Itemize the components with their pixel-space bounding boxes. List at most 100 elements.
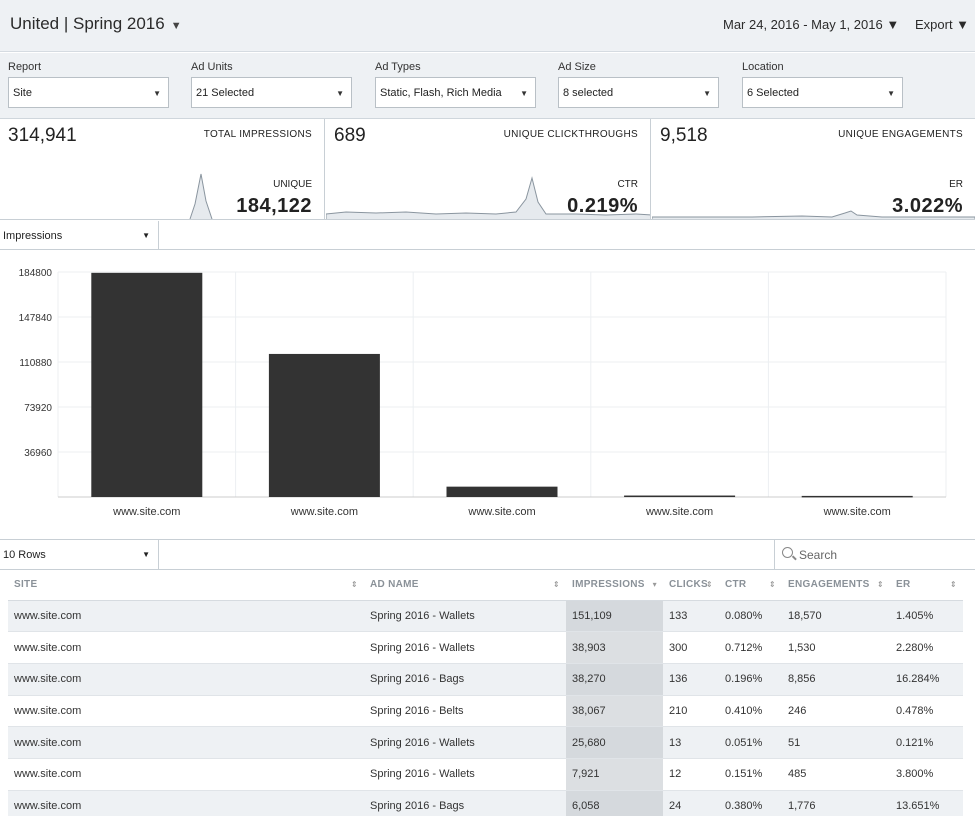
cell-site: www.site.com [8, 631, 364, 664]
select-value: Static, Flash, Rich Media [380, 87, 502, 99]
col-header-ctr[interactable]: CTR ⇕ [719, 570, 782, 601]
cell-clicks: 136 [663, 663, 719, 696]
rows-per-page-select[interactable]: 10 Rows ▼ [0, 540, 159, 569]
sparkline [326, 176, 650, 219]
table-toolbar: 10 Rows ▼ [0, 539, 975, 570]
cell-site: www.site.com [8, 663, 364, 696]
table-row[interactable]: www.site.com Spring 2016 - Wallets 25,680 1… [8, 726, 963, 759]
metric-select[interactable]: Impressions ▼ [0, 221, 159, 250]
cell-clicks: 210 [663, 695, 719, 728]
col-header-impressions[interactable]: IMPRESSIONS ▾ [566, 570, 663, 601]
col-header-er[interactable]: ER ⇕ [890, 570, 963, 601]
campaign-title: United | Spring 2016 [10, 14, 165, 33]
sort-icon: ⇕ [705, 580, 713, 589]
cell-er: 1.405% [890, 600, 963, 633]
chart-toolbar: Impressions ▼ [0, 221, 975, 250]
cell-clicks: 12 [663, 758, 719, 791]
select-value: 21 Selected [196, 87, 255, 99]
bar [446, 486, 558, 497]
cell-impressions: 38,067 [566, 695, 663, 728]
cell-engagements: 1,530 [782, 631, 890, 664]
location-select[interactable]: 6 Selected ▼ [742, 77, 903, 108]
cell-engagements: 8,856 [782, 663, 890, 696]
cell-impressions: 38,903 [566, 631, 663, 664]
cell-ad-name: Spring 2016 - Bags [364, 790, 566, 816]
select-value: 10 Rows [3, 549, 46, 561]
filter-label: Ad Size [558, 61, 596, 73]
table-row[interactable]: www.site.com Spring 2016 - Belts 38,067 210… [8, 695, 963, 728]
sort-icon: ⇕ [552, 580, 560, 589]
select-value: Site [13, 87, 32, 99]
sort-icon: ⇕ [876, 580, 884, 589]
sort-icon: ⇕ [350, 580, 358, 589]
kpi-sub-label: UNIQUE [273, 179, 312, 190]
kpi-sub-value: 0.219% [567, 195, 638, 217]
table-row[interactable]: www.site.com Spring 2016 - Bags 38,270 136 0… [8, 663, 963, 696]
col-header-site[interactable]: SITE ⇕ [8, 570, 364, 601]
cell-site: www.site.com [8, 758, 364, 791]
filter-label: Ad Types [375, 61, 421, 73]
cell-er: 16.284% [890, 663, 963, 696]
search-input[interactable] [799, 546, 964, 564]
col-label: SITE [14, 579, 38, 591]
cell-site: www.site.com [8, 695, 364, 728]
table-row[interactable]: www.site.com Spring 2016 - Wallets 38,903 3… [8, 631, 963, 664]
col-label: ER [896, 579, 911, 591]
filter-bar: Report Site ▼ Ad Units 21 Selected ▼ Ad Ty… [0, 53, 975, 119]
ad-size-select[interactable]: 8 selected ▼ [558, 77, 719, 108]
chevron-down-icon: ▼ [887, 89, 895, 98]
cell-site: www.site.com [8, 600, 364, 633]
cell-er: 2.280% [890, 631, 963, 664]
data-table: SITE ⇕ AD NAME ⇕ IMPRESSIONS ▾ CLICKS ⇕ CTR ⇕… [8, 570, 963, 816]
cell-impressions: 7,921 [566, 758, 663, 791]
cell-ctr: 0.151% [719, 758, 782, 791]
search-box [774, 540, 975, 569]
top-bar: United | Spring 2016 ▼ Mar 24, 2016 - May… [0, 0, 975, 52]
table-row[interactable]: www.site.com Spring 2016 - Wallets 151,109… [8, 600, 963, 633]
export-button[interactable]: Export ▼ [915, 17, 970, 32]
cell-engagements: 485 [782, 758, 890, 791]
col-header-ad-name[interactable]: AD NAME ⇕ [364, 570, 566, 601]
kpi-title: UNIQUE CLICKTHROUGHS [503, 129, 638, 140]
filter-ad-types: Ad Types Static, Flash, Rich Media ▼ [375, 61, 536, 108]
campaign-selector[interactable]: United | Spring 2016 ▼ [10, 14, 182, 34]
cell-engagements: 18,570 [782, 600, 890, 633]
bar [268, 353, 380, 497]
kpi-value: 689 [334, 125, 366, 146]
select-value: Impressions [3, 230, 63, 242]
cell-site: www.site.com [8, 726, 364, 759]
cell-ctr: 0.712% [719, 631, 782, 664]
cell-ctr: 0.051% [719, 726, 782, 759]
x-tick-label: www.site.com [290, 506, 358, 518]
cell-clicks: 133 [663, 600, 719, 633]
chevron-down-icon: ▼ [336, 89, 344, 98]
kpi-title: UNIQUE ENGAGEMENTS [838, 129, 963, 140]
report-select[interactable]: Site ▼ [8, 77, 169, 108]
cell-ad-name: Spring 2016 - Bags [364, 663, 566, 696]
ad-units-select[interactable]: 21 Selected ▼ [191, 77, 352, 108]
kpi-impressions[interactable]: 314,941 TOTAL IMPRESSIONS UNIQUE 184,122 [0, 119, 325, 219]
table-header-row: SITE ⇕ AD NAME ⇕ IMPRESSIONS ▾ CLICKS ⇕ CTR ⇕… [8, 570, 963, 601]
cell-engagements: 246 [782, 695, 890, 728]
table-row[interactable]: www.site.com Spring 2016 - Wallets 7,921 12… [8, 758, 963, 791]
select-value: 6 Selected [747, 87, 799, 99]
ad-types-select[interactable]: Static, Flash, Rich Media ▼ [375, 77, 536, 108]
kpi-title: TOTAL IMPRESSIONS [203, 129, 312, 140]
sort-icon: ⇕ [768, 580, 776, 589]
y-tick-label: 184800 [19, 268, 53, 279]
cell-clicks: 13 [663, 726, 719, 759]
col-label: IMPRESSIONS [572, 579, 645, 591]
search-icon [782, 547, 793, 558]
kpi-clickthroughs[interactable]: 689 UNIQUE CLICKTHROUGHS CTR 0.219% [326, 119, 651, 219]
col-header-engagements[interactable]: ENGAGEMENTS ⇕ [782, 570, 890, 601]
cell-impressions: 38,270 [566, 663, 663, 696]
bar [801, 495, 913, 498]
filter-label: Location [742, 61, 784, 73]
chevron-down-icon: ▼ [142, 550, 150, 559]
x-tick-label: www.site.com [823, 506, 891, 518]
col-header-clicks[interactable]: CLICKS ⇕ [663, 570, 719, 601]
kpi-sub-value: 3.022% [892, 195, 963, 217]
table-row[interactable]: www.site.com Spring 2016 - Bags 6,058 24 0.3… [8, 790, 963, 816]
date-range-picker[interactable]: Mar 24, 2016 - May 1, 2016 ▼ [723, 17, 900, 32]
kpi-engagements[interactable]: 9,518 UNIQUE ENGAGEMENTS ER 3.022% [652, 119, 975, 219]
